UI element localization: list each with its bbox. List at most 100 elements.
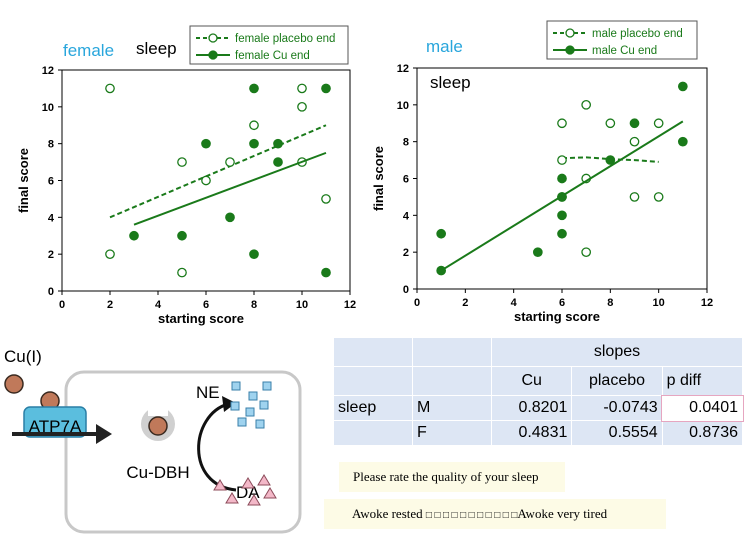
scale-left-anchor: Awoke rested xyxy=(352,506,423,521)
survey-question-text: Please rate the quality of your sleep xyxy=(353,469,539,484)
male-point xyxy=(557,210,567,221)
male-legend-label-0: male placebo end xyxy=(592,28,683,40)
female-point xyxy=(321,194,331,204)
male-point xyxy=(581,99,592,110)
female-y-tick-label: 12 xyxy=(42,65,54,77)
female-legend-marker-0 xyxy=(208,33,218,43)
female-fit-line-0 xyxy=(109,124,327,219)
female-x-tick-label: 10 xyxy=(296,299,308,311)
male-point xyxy=(605,118,616,129)
cell-m-pdiff: 0.0401 xyxy=(661,394,744,422)
female-y-tick-label: 8 xyxy=(48,139,54,151)
female-y-tick-label: 4 xyxy=(48,212,55,224)
dbh-notch xyxy=(148,406,168,416)
female-point xyxy=(249,249,259,260)
male-y-tick-label: 12 xyxy=(397,63,409,75)
male-point xyxy=(532,247,543,258)
male-point xyxy=(581,247,592,258)
female-point xyxy=(321,83,331,94)
copper-dbh-diagram: ATP7A Cu-DBH NE DA Cu(I) xyxy=(4,347,302,534)
female-point xyxy=(129,230,139,241)
female-y-tick-label: 10 xyxy=(42,102,54,114)
ne-molecules xyxy=(230,381,272,429)
survey-scale: Awoke rested □ □ □ □ □ □ □ □ □ □ □Awoke … xyxy=(324,499,666,529)
transport-arrow-head xyxy=(96,424,112,444)
da-molecules xyxy=(213,474,277,506)
male-point xyxy=(557,192,567,202)
cu-ion-free xyxy=(4,374,24,394)
female-point xyxy=(249,120,259,131)
male-x-tick-label: 4 xyxy=(511,297,518,309)
scale-right-anchor: Awoke very tired xyxy=(517,506,608,521)
female-legend-label-0: female placebo end xyxy=(235,33,335,45)
female-point xyxy=(273,138,283,149)
female-x-tick-label: 4 xyxy=(155,299,162,311)
female-legend-label-1: female Cu end xyxy=(235,50,310,62)
cell-m-placebo: -0.0743 xyxy=(571,395,663,421)
female-point xyxy=(249,138,259,149)
male-y-tick-label: 0 xyxy=(403,284,409,296)
male-legend-marker-0 xyxy=(565,28,575,38)
female-x-tick-label: 12 xyxy=(344,299,356,311)
male-point xyxy=(653,192,664,202)
female-legend: female placebo end female Cu end xyxy=(189,25,349,65)
female-point xyxy=(225,157,235,167)
female-x-axis-label: starting score xyxy=(158,311,244,326)
male-title-metric: sleep xyxy=(430,73,471,92)
female-point xyxy=(177,267,187,278)
male-sleep-chart: 0 2 4 6 8 10 12 0 2 4 6 8 10 12 starting score final sc… xyxy=(372,20,713,324)
male-x-tick-label: 10 xyxy=(653,297,665,309)
scale-boxes[interactable]: □ □ □ □ □ □ □ □ □ □ □ xyxy=(425,510,518,521)
male-y-axis-label: final score xyxy=(372,146,386,211)
table-row: sleep M 0.8201 -0.0743 0.0401 xyxy=(333,394,744,422)
female-title-group: female xyxy=(63,41,114,60)
female-x-tick-label: 6 xyxy=(203,299,209,311)
dbh-copper xyxy=(148,416,168,436)
male-point xyxy=(605,155,616,165)
female-x-tick-label: 0 xyxy=(59,299,65,311)
female-point xyxy=(105,249,115,260)
male-x-tick-label: 6 xyxy=(559,297,565,309)
reaction-arrow-head xyxy=(222,396,236,412)
female-sleep-chart: 0 2 4 6 8 10 12 0 2 4 6 8 10 12 starting score final sc… xyxy=(16,25,356,326)
male-y-tick-label: 6 xyxy=(403,174,409,186)
slopes-table: slopes Cu placebo p diff sleep M 0.8201 … xyxy=(333,337,744,446)
male-point xyxy=(436,265,447,276)
female-y-tick-label: 2 xyxy=(48,249,54,261)
female-legend-marker-1 xyxy=(208,50,218,60)
male-point xyxy=(557,173,567,184)
female-y-tick-label: 0 xyxy=(48,286,54,298)
cell-m-cu: 0.8201 xyxy=(490,395,573,421)
male-legend: male placebo end male Cu end xyxy=(546,20,698,60)
male-title-group: male xyxy=(426,37,463,56)
male-point xyxy=(629,136,640,147)
male-y-tick-label: 10 xyxy=(397,100,409,112)
female-point xyxy=(105,83,115,94)
row-label-m: M xyxy=(412,395,492,421)
table-row: slopes xyxy=(333,337,743,367)
female-y-axis-label: final score xyxy=(16,148,31,213)
female-point xyxy=(297,101,307,112)
male-y-tick-label: 2 xyxy=(403,247,409,259)
female-point xyxy=(225,212,235,223)
male-point xyxy=(557,228,567,239)
cell-f-cu: 0.4831 xyxy=(490,420,573,446)
female-x-tick-label: 2 xyxy=(107,299,113,311)
table-row: F 0.4831 0.5554 0.8736 xyxy=(333,420,744,446)
col-pdiff: p diff xyxy=(661,366,744,396)
row-label-f: F xyxy=(412,420,492,446)
male-legend-marker-1 xyxy=(565,45,575,55)
male-x-tick-label: 8 xyxy=(607,297,613,309)
female-y-tick-label: 6 xyxy=(48,176,54,188)
atp7a-label: ATP7A xyxy=(29,417,82,436)
female-point xyxy=(297,83,307,94)
slopes-header: slopes xyxy=(491,337,743,367)
female-x-tick-label: 8 xyxy=(251,299,257,311)
male-x-tick-label: 0 xyxy=(414,297,420,309)
col-cu: Cu xyxy=(490,366,573,396)
male-legend-label-1: male Cu end xyxy=(592,45,657,57)
female-title-metric: sleep xyxy=(136,39,177,58)
male-x-tick-label: 12 xyxy=(701,297,713,309)
female-point xyxy=(249,83,259,94)
female-point xyxy=(177,157,187,167)
